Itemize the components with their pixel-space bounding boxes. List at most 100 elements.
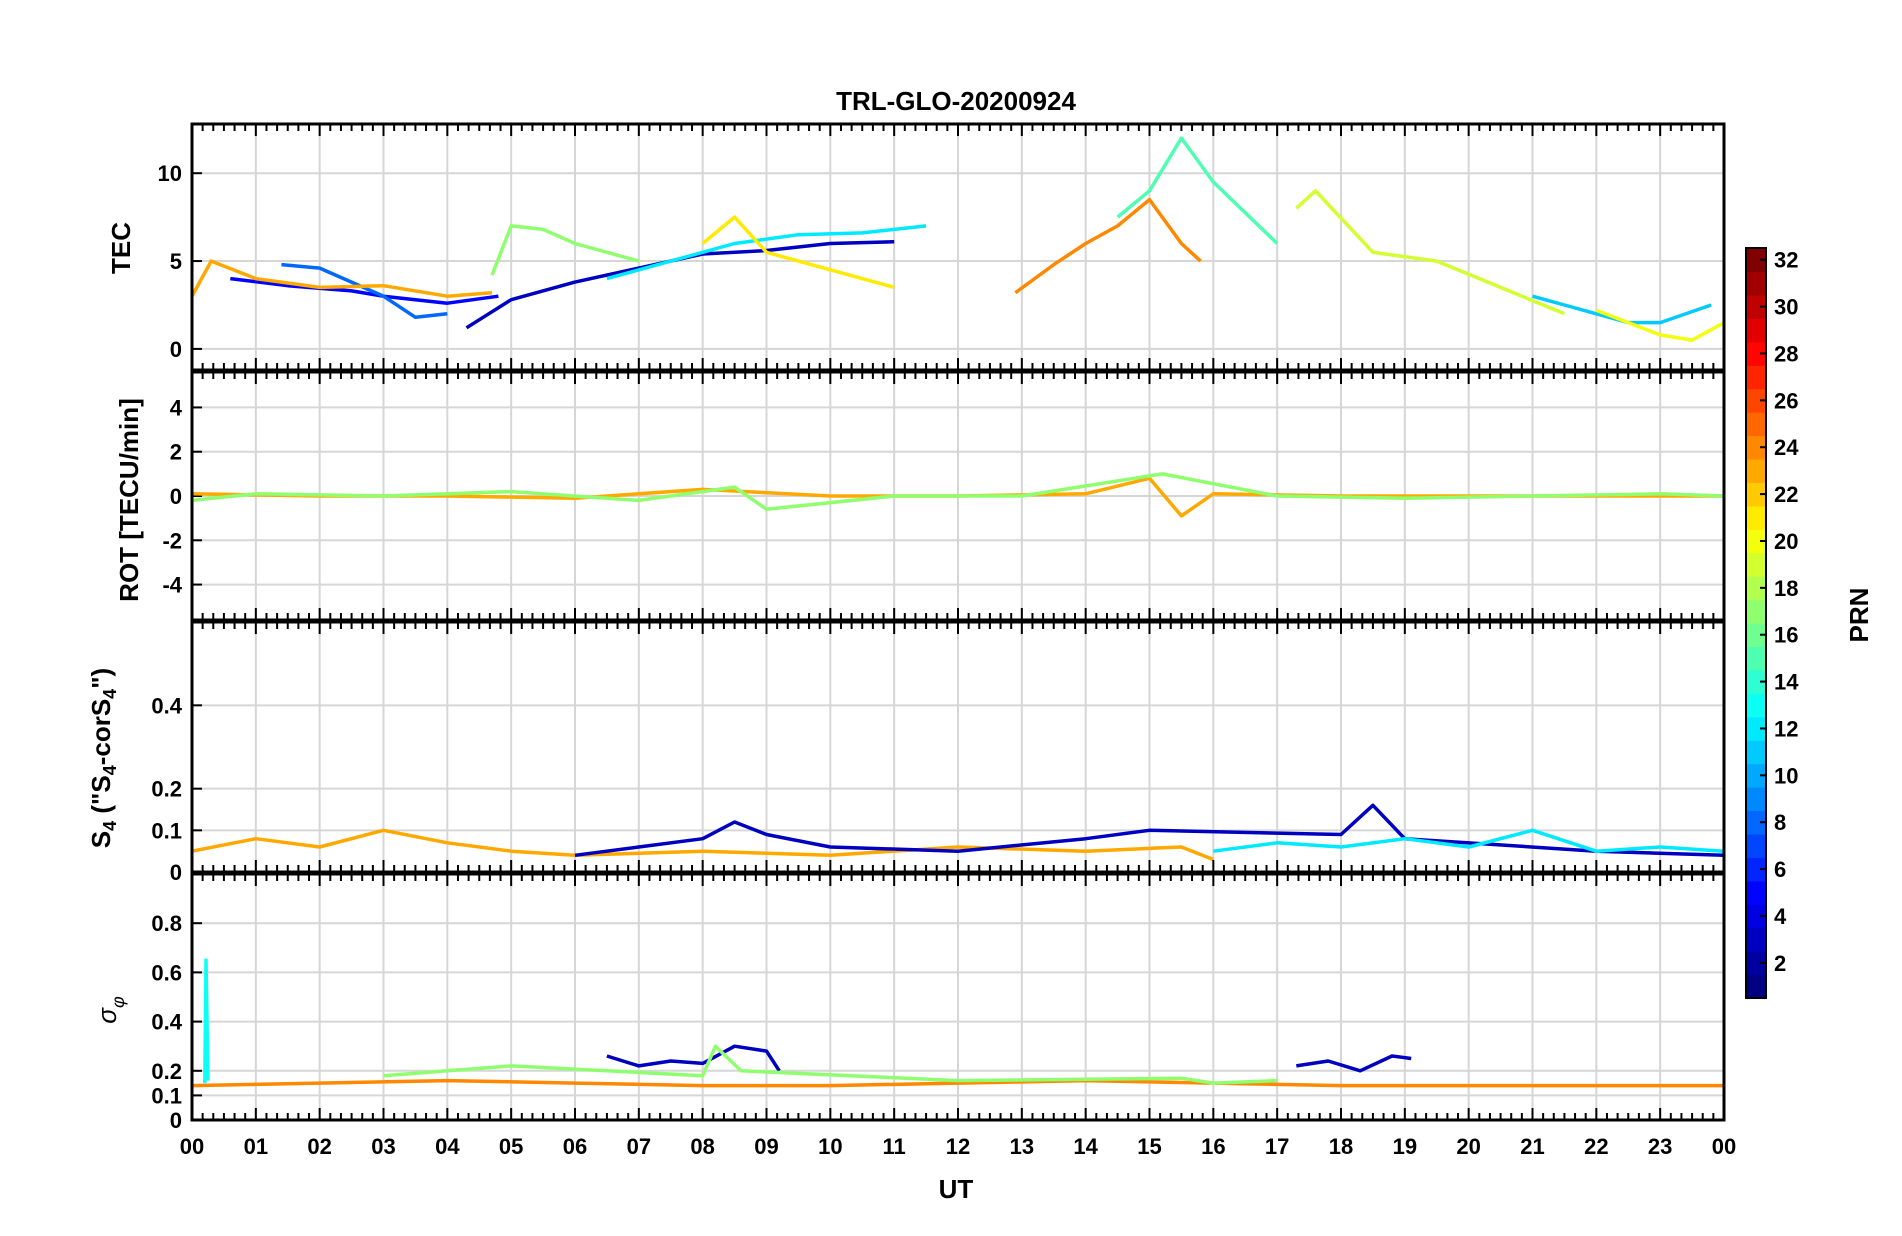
colorbar-label: PRN xyxy=(1844,588,1874,643)
x-tick-label: 20 xyxy=(1456,1134,1480,1159)
tec-ylabel: TEC xyxy=(106,222,136,274)
series-line-prn-13 xyxy=(203,958,210,1084)
sigma-phi-panel: 00.10.2 0.4 0.6 0.8 00 01 02 03 04 05 06 07 08 09 10 11… xyxy=(151,872,1736,1159)
colorbar-swatch xyxy=(1746,248,1766,273)
y-tick-label: 5 xyxy=(170,249,182,274)
series-line-prn-21 xyxy=(701,215,895,290)
panel-frame xyxy=(190,122,1726,372)
y-tick-label: -2 xyxy=(162,528,182,553)
y-tick-label: 0.1 xyxy=(151,1083,182,1108)
x-tick-label: 06 xyxy=(563,1134,587,1159)
series-line-prn-23 xyxy=(192,259,493,298)
colorbar-tick-label: 8 xyxy=(1774,810,1786,835)
s4-ylabel: S4 ("S4-corS4") xyxy=(86,668,120,848)
colorbar-swatch xyxy=(1746,294,1766,319)
colorbar-swatch xyxy=(1746,458,1766,483)
x-tick-label: 12 xyxy=(946,1134,970,1159)
y-tick-label: 0.6 xyxy=(151,960,182,985)
y-tick-label: 10 xyxy=(158,161,182,186)
x-tick-label: 07 xyxy=(627,1134,651,1159)
x-tick-label: 01 xyxy=(244,1134,268,1159)
colorbar-swatch xyxy=(1746,974,1766,999)
colorbar-tick-label: 16 xyxy=(1774,623,1798,648)
colorbar-swatch xyxy=(1746,552,1766,577)
series-line-prn-17 xyxy=(490,224,640,276)
panel-frame xyxy=(190,872,1726,1122)
colorbar-swatch xyxy=(1746,693,1766,718)
colorbar-swatch xyxy=(1746,505,1766,530)
y-tick-label: 0.4 xyxy=(151,693,182,718)
colorbar-swatch xyxy=(1746,388,1766,413)
colorbar-swatch xyxy=(1746,599,1766,624)
colorbar-swatch xyxy=(1746,576,1766,601)
colorbar-tick-label: 28 xyxy=(1774,341,1798,366)
series-line-prn-17 xyxy=(192,472,1724,512)
colorbar-tick-label: 10 xyxy=(1774,763,1798,788)
x-axis-label: UT xyxy=(939,1174,974,1204)
y-tick-label: -4 xyxy=(162,573,182,598)
colorbar-swatch xyxy=(1746,787,1766,812)
colorbar-tick-label: 24 xyxy=(1774,435,1799,460)
x-tick-label: 00 xyxy=(1712,1134,1736,1159)
colorbar-swatch xyxy=(1746,880,1766,905)
series-line-prn-19 xyxy=(1295,189,1566,316)
colorbar-swatch xyxy=(1746,763,1766,788)
y-tick-label: 2 xyxy=(170,440,182,465)
x-tick-label: 11 xyxy=(883,1134,906,1159)
colorbar-swatch xyxy=(1746,435,1766,460)
series-line-prn-24 xyxy=(1014,197,1202,295)
colorbar-tick-label: 20 xyxy=(1774,529,1798,554)
series-group xyxy=(192,803,1724,862)
x-tick-label: 17 xyxy=(1265,1134,1289,1159)
colorbar-swatch xyxy=(1746,341,1766,366)
x-tick-label: 02 xyxy=(307,1134,331,1159)
y-tick-label: 4 xyxy=(170,395,183,420)
colorbar-frame xyxy=(1745,247,1767,999)
colorbar-tick-label: 6 xyxy=(1774,857,1786,882)
colorbar-tick-label: 26 xyxy=(1774,388,1798,413)
colorbar-swatch xyxy=(1746,646,1766,671)
x-tick-label: 13 xyxy=(1010,1134,1034,1159)
x-tick-label: 09 xyxy=(754,1134,778,1159)
series-line-prn-12 xyxy=(606,224,927,281)
colorbar-swatch xyxy=(1746,623,1766,648)
series-line-prn-15 xyxy=(1116,136,1279,245)
colorbar-tick-label: 18 xyxy=(1774,576,1798,601)
x-tick-label: 04 xyxy=(435,1134,460,1159)
series-line-prn-20 xyxy=(1595,308,1724,342)
series-line-prn-12 xyxy=(1213,828,1724,853)
y-tick-label: 0.2 xyxy=(151,1059,182,1084)
colorbar-tick-label: 14 xyxy=(1774,670,1799,695)
colorbar-tick-label: 22 xyxy=(1774,482,1798,507)
colorbar-swatch xyxy=(1746,716,1766,741)
colorbar-swatch xyxy=(1746,951,1766,976)
colorbar-swatch xyxy=(1746,669,1766,694)
series-group xyxy=(192,958,1724,1088)
x-tick-label: 10 xyxy=(818,1134,842,1159)
colorbar-swatch xyxy=(1746,482,1766,507)
x-tick-label: 16 xyxy=(1201,1134,1225,1159)
series-group xyxy=(192,472,1724,518)
tec-panel: 0 5 10 xyxy=(158,122,1726,372)
series-line-prn-23 xyxy=(192,476,1724,518)
colorbar-tick-label: 2 xyxy=(1774,951,1786,976)
series-line-prn-3 xyxy=(606,1044,781,1072)
colorbar-swatch xyxy=(1746,904,1766,929)
series-line-prn-5 xyxy=(230,276,499,305)
colorbar-swatch xyxy=(1746,740,1766,765)
series-line-prn-3 xyxy=(1296,1054,1412,1073)
sigma-phi-ylabel: σφ xyxy=(92,996,128,1024)
series-line-prn-3 xyxy=(574,803,1724,858)
y-tick-label: 0 xyxy=(170,1108,182,1133)
colorbar-swatch xyxy=(1746,529,1766,554)
s4-panel: 0 0.1 0.2 0.4 xyxy=(151,620,1726,885)
rot-ylabel: ROT [TECU/min] xyxy=(114,398,144,602)
colorbar-tick-label: 30 xyxy=(1774,295,1798,320)
panel-frame xyxy=(190,370,1726,622)
x-tick-label: 00 xyxy=(180,1134,204,1159)
x-tick-label: 15 xyxy=(1137,1134,1161,1159)
colorbar-tick-label: 32 xyxy=(1774,248,1798,273)
series-group xyxy=(192,136,1724,342)
